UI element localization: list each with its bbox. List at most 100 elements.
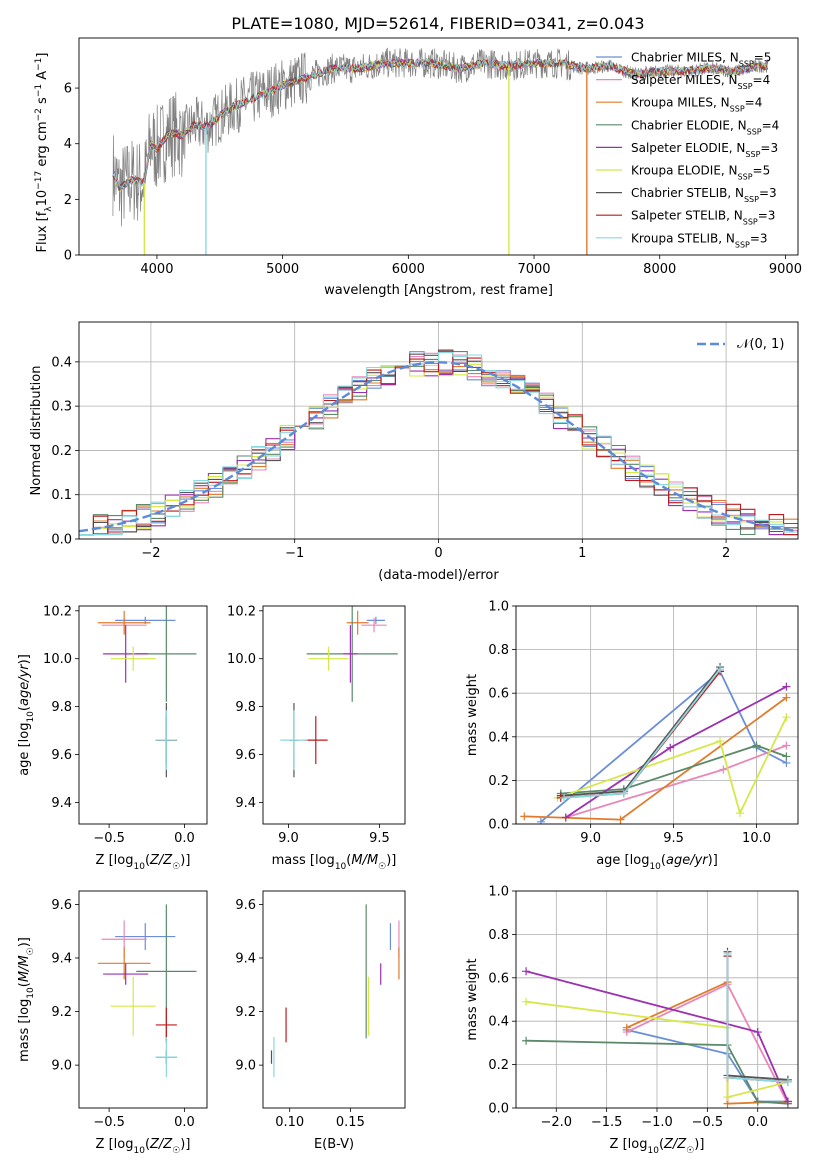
x-tick-label: 0 [434,546,442,561]
x-axis-label: Z [log10(Z/Z☉)] [96,1137,191,1156]
axes-frame [78,890,208,1109]
axes-frame [262,605,406,825]
y-tick-label: 0.6 [488,687,509,702]
x-tick-label: 9.5 [663,831,684,846]
y-tick-label: 0.0 [488,1102,509,1117]
y-tick-label: 0.3 [51,400,72,415]
x-tick-label: −0.5 [93,1115,125,1130]
y-tick-label: 9.8 [235,700,256,715]
mass-weight-line [526,1039,788,1105]
x-tick-label: 4000 [140,262,173,277]
plot-area [97,606,197,778]
x-tick-label: −0.5 [93,831,125,846]
x-tick-label: 8000 [643,262,676,277]
x-tick-label: 9.0 [580,831,601,846]
y-tick-label: 1.0 [488,885,509,900]
plot-area [112,47,769,255]
x-axis-label: age [log10(age/yr)] [596,853,718,872]
y-tick-label: 10.2 [43,604,72,619]
data-point [666,743,675,752]
mass-weight-line [565,685,787,819]
data-point [719,765,728,774]
legend-label: Chabrier MILES, NSSP=5 [631,51,771,69]
legend-label: Salpeter STELIB, NSSP=3 [631,209,775,227]
y-tick-label: 9.4 [51,951,72,966]
y-tick-label: 0.2 [51,444,72,459]
data-point [782,693,791,702]
y-axis-label: mass [log10(M/M☉)] [17,937,36,1062]
x-axis-label: Z [log10(Z/Z☉)] [96,853,191,872]
x-tick-label: 9000 [769,262,802,277]
data-point [522,997,531,1006]
legend-label: 𝒩(0, 1) [737,337,784,352]
y-tick-label: 0.8 [488,928,509,943]
y-tick-label: 0.2 [488,1058,509,1073]
legend-label: Chabrier ELODIE, NSSP=4 [631,118,779,136]
data-point [560,793,569,802]
data-point [783,1077,792,1086]
y-tick-label: 9.4 [235,796,256,811]
y-tick-label: 9.6 [235,898,256,913]
x-tick-label: 10.0 [742,831,771,846]
y-tick-label: 4 [64,137,72,152]
model-spectrum [112,58,768,189]
y-tick-label: 6 [64,82,72,97]
model-spectrum [112,58,768,188]
y-tick-label: 9.6 [51,748,72,763]
x-tick-label: 0.0 [174,1115,195,1130]
legend-label: Kroupa ELODIE, NSSP=5 [631,164,770,182]
x-tick-label: 1 [578,546,586,561]
x-tick-label: −1.0 [641,1115,673,1130]
y-tick-label: 10.2 [227,604,256,619]
y-tick-label: 0.2 [488,774,509,789]
data-point [520,812,529,821]
legend-label: Chabrier STELIB, NSSP=3 [631,186,777,204]
x-tick-label: 6000 [392,262,425,277]
x-tick-label: 5000 [266,262,299,277]
axes-frame [515,605,799,825]
y-axis-label: Normed distribution [29,366,44,496]
x-tick-label: −0.5 [692,1115,724,1130]
data-point [752,741,761,750]
mass-weight-line [540,669,787,823]
data-point [753,1097,762,1106]
x-axis-label: mass [log10(M/M☉)] [272,853,397,872]
y-tick-label: 9.4 [51,796,72,811]
data-point [723,1093,732,1102]
data-point [782,682,791,691]
y-tick-label: 10.0 [43,652,72,667]
x-tick-label: 0.10 [275,1115,304,1130]
gaussian-curve [79,361,798,533]
data-point [522,1036,531,1045]
x-tick-label: 0.0 [747,1115,768,1130]
y-tick-label: 0.8 [488,643,509,658]
data-point [753,1028,762,1037]
plot-area [522,947,792,1108]
data-point [723,949,732,958]
y-tick-label: 0 [64,249,72,264]
legend-label: Kroupa STELIB, NSSP=3 [631,231,768,249]
legend-label: Salpeter MILES, NSSP=4 [631,73,770,91]
legend-label: Salpeter ELODIE, NSSP=3 [631,141,778,159]
axes-frame [262,890,406,1109]
y-tick-label: 0.4 [488,1015,509,1030]
y-tick-label: 0.4 [488,730,509,745]
data-point [561,813,570,822]
mass-weight-line [560,744,787,795]
x-tick-label: 9.0 [278,831,299,846]
y-tick-label: 9.8 [51,700,72,715]
y-tick-label: 9.2 [235,1005,256,1020]
y-tick-label: 9.4 [235,951,256,966]
data-point [782,713,791,722]
legend-label: Kroupa MILES, NSSP=4 [631,96,762,114]
plot-area [520,663,791,824]
axes-frame [515,890,799,1109]
y-axis-label: age [log10(age/yr)] [17,654,36,776]
histogram-series [79,351,798,536]
observed-spectrum [112,47,768,227]
x-tick-label: 0.0 [174,831,195,846]
data-point [716,665,725,674]
plot-area [79,349,798,536]
mass-weight-line [560,666,721,797]
